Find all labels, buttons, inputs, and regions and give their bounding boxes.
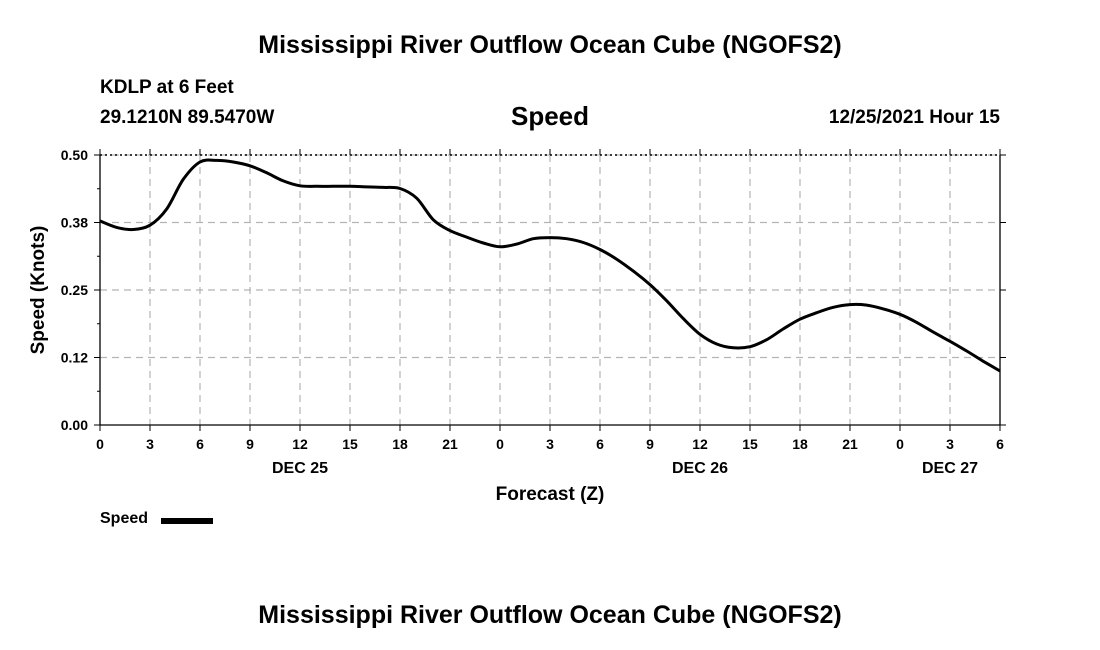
series-line-speed [99,158,1001,373]
x-tick-label: 3 [946,436,954,452]
page-title: Mississippi River Outflow Ocean Cube (NG… [258,31,842,59]
x-axis-label: Forecast (Z) [496,484,605,505]
x-tick-label: 21 [842,436,858,452]
x-date-label: DEC 26 [672,460,728,477]
x-tick-label: 9 [646,436,654,452]
y-tick-label: 0.12 [61,350,88,366]
chart-title: Speed [510,101,590,131]
x-tick-label: 6 [596,436,604,452]
forecast-datetime: 12/25/2021 Hour 15 [828,107,1000,128]
x-tick-label: 6 [196,436,204,452]
station-name: KDLP at 6 Feet [100,77,234,98]
y-tick-label: 0.38 [61,215,88,231]
station-coords: 29.1210N 89.5470W [100,107,275,128]
y-tick-label: 0.00 [61,417,88,433]
legend-label: Speed [100,510,149,527]
x-tick-label: 15 [742,436,758,452]
x-tick-label: 18 [392,436,408,452]
x-tick-label: 21 [442,436,458,452]
grid-layer [100,154,1000,425]
footer-title: Mississippi River Outflow Ocean Cube (NG… [258,601,842,629]
x-tick-label: 0 [496,436,504,452]
axes-layer: 0.00 0.12 0.25 0.38 0.50 0 3 6 9 12 15 18 21 0 3 6 9 12 15… [61,147,1006,477]
x-tick-label: 9 [246,436,254,452]
x-tick-label: 12 [292,436,308,452]
x-tick-label: 0 [896,436,904,452]
x-tick-label: 15 [342,436,358,452]
x-tick-label: 12 [692,436,708,452]
x-tick-label: 6 [996,436,1004,452]
y-tick-label: 0.25 [61,282,88,298]
x-tick-label: 3 [546,436,554,452]
x-date-label: DEC 27 [922,460,978,477]
series-layer [99,158,1001,373]
legend-line-swatch [161,518,213,524]
x-tick-label: 18 [792,436,808,452]
x-tick-label: 3 [146,436,154,452]
y-axis-label: Speed (Knots) [28,226,49,355]
x-date-label: DEC 25 [272,460,328,477]
x-tick-label: 0 [96,436,104,452]
y-tick-label: 0.50 [61,147,88,163]
